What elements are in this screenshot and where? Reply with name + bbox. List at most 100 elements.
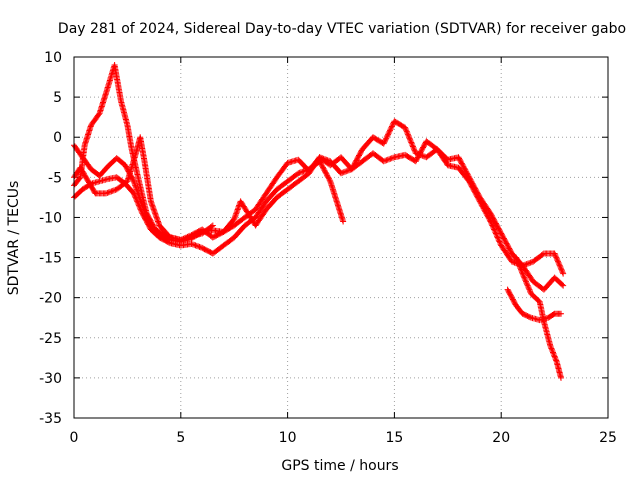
data-point bbox=[517, 265, 524, 272]
data-point bbox=[557, 263, 564, 270]
data-point bbox=[383, 135, 390, 142]
data-point bbox=[165, 239, 172, 246]
data-point bbox=[382, 136, 389, 143]
data-point bbox=[411, 147, 418, 154]
data-point bbox=[404, 131, 411, 138]
data-point bbox=[539, 251, 546, 258]
data-point bbox=[520, 271, 527, 278]
data-point bbox=[494, 233, 500, 240]
data-points bbox=[71, 62, 567, 381]
data-point bbox=[548, 346, 555, 353]
y-axis-label: SDTVAR / TECUs bbox=[6, 181, 22, 296]
y-tick-label: -15 bbox=[39, 251, 62, 267]
x-tick-label: 10 bbox=[279, 430, 297, 446]
data-point bbox=[407, 138, 414, 145]
data-point bbox=[559, 269, 566, 276]
data-point bbox=[386, 128, 393, 135]
plot-frame bbox=[73, 56, 609, 419]
data-point bbox=[523, 280, 530, 286]
y-tick-label: 5 bbox=[53, 90, 62, 106]
data-point bbox=[521, 275, 528, 282]
data-point bbox=[495, 235, 502, 242]
data-point bbox=[406, 134, 412, 141]
x-tick-label: 0 bbox=[70, 430, 79, 446]
data-point bbox=[208, 223, 215, 230]
data-point bbox=[132, 194, 139, 201]
data-point bbox=[492, 229, 499, 236]
data-point bbox=[495, 237, 502, 244]
data-point bbox=[326, 177, 333, 184]
data-point bbox=[402, 125, 409, 132]
data-point bbox=[407, 136, 414, 143]
data-point bbox=[130, 177, 137, 184]
data-point bbox=[551, 250, 558, 257]
data-point bbox=[552, 354, 559, 361]
data-point bbox=[553, 254, 560, 261]
data-point bbox=[520, 273, 527, 280]
x-tick-label: 15 bbox=[385, 430, 403, 446]
y-tick-label: -35 bbox=[39, 411, 62, 427]
data-point bbox=[408, 140, 415, 147]
data-point bbox=[209, 222, 216, 229]
data-point bbox=[524, 281, 531, 288]
data-point bbox=[524, 282, 531, 289]
data-point bbox=[491, 226, 498, 233]
data-point bbox=[555, 258, 561, 265]
data-point bbox=[526, 314, 533, 321]
data-point bbox=[384, 132, 391, 139]
data-point bbox=[350, 162, 357, 169]
data-point bbox=[404, 130, 411, 136]
data-point bbox=[558, 310, 565, 317]
axis-ticks: 0 5 10 15 20 25 -35 -30 -25 -20 -15 -10 -5 0 5 10 bbox=[39, 50, 617, 446]
data-point bbox=[522, 277, 529, 284]
data-point bbox=[492, 230, 499, 237]
data-point bbox=[389, 122, 396, 129]
data-point bbox=[496, 238, 503, 245]
data-point bbox=[76, 175, 83, 182]
data-point bbox=[550, 350, 557, 357]
x-axis-label: GPS time / hours bbox=[281, 458, 398, 474]
data-point bbox=[555, 259, 562, 266]
data-point bbox=[556, 262, 563, 269]
data-point bbox=[547, 342, 554, 349]
data-point bbox=[419, 145, 426, 152]
data-point bbox=[488, 221, 495, 228]
data-point bbox=[136, 203, 143, 210]
data-point bbox=[388, 123, 395, 130]
data-point bbox=[135, 202, 142, 209]
data-point bbox=[385, 130, 392, 137]
data-point bbox=[497, 241, 504, 248]
data-point bbox=[318, 162, 325, 168]
y-tick-label: 0 bbox=[53, 130, 62, 146]
data-point bbox=[131, 193, 138, 200]
data-point bbox=[500, 234, 507, 241]
data-point bbox=[387, 126, 394, 133]
data-point bbox=[458, 160, 465, 167]
data-point bbox=[133, 195, 140, 202]
data-point bbox=[134, 199, 141, 206]
data-point bbox=[554, 257, 561, 264]
grid bbox=[74, 57, 608, 418]
data-point bbox=[559, 281, 566, 288]
data-point bbox=[95, 111, 102, 118]
y-tick-label: -5 bbox=[48, 170, 62, 186]
data-point bbox=[410, 144, 417, 151]
data-point bbox=[385, 131, 392, 138]
data-point bbox=[490, 215, 497, 222]
data-point bbox=[488, 219, 495, 226]
data-point bbox=[494, 234, 501, 241]
data-point bbox=[468, 179, 475, 186]
y-tick-label: -10 bbox=[39, 210, 62, 226]
data-point bbox=[409, 143, 416, 150]
data-point bbox=[558, 374, 565, 381]
data-point bbox=[134, 198, 141, 205]
data-point bbox=[558, 266, 565, 273]
data-point bbox=[387, 127, 393, 134]
data-point bbox=[388, 124, 395, 131]
data-point bbox=[403, 127, 410, 134]
y-tick-label: 10 bbox=[44, 50, 62, 66]
x-tick-label: 25 bbox=[599, 430, 617, 446]
y-tick-label: -30 bbox=[39, 371, 62, 387]
data-point bbox=[381, 139, 388, 146]
